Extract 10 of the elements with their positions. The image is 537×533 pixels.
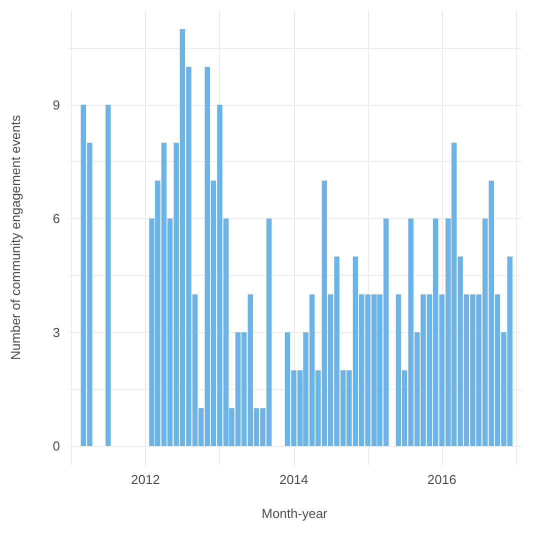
- x-tick-label: 2014: [279, 472, 308, 487]
- x-axis-title: Month-year: [262, 506, 328, 521]
- y-axis-title: Number of community engagement events: [8, 114, 23, 360]
- y-tick-label: 0: [52, 438, 60, 454]
- y-tick-label: 9: [52, 97, 60, 112]
- y-tick-label: 3: [52, 324, 60, 340]
- y-tick-label: 6: [52, 211, 60, 226]
- x-tick-label: 2016: [427, 472, 456, 487]
- x-tick-label: 2012: [131, 472, 160, 487]
- bar: [106, 104, 111, 446]
